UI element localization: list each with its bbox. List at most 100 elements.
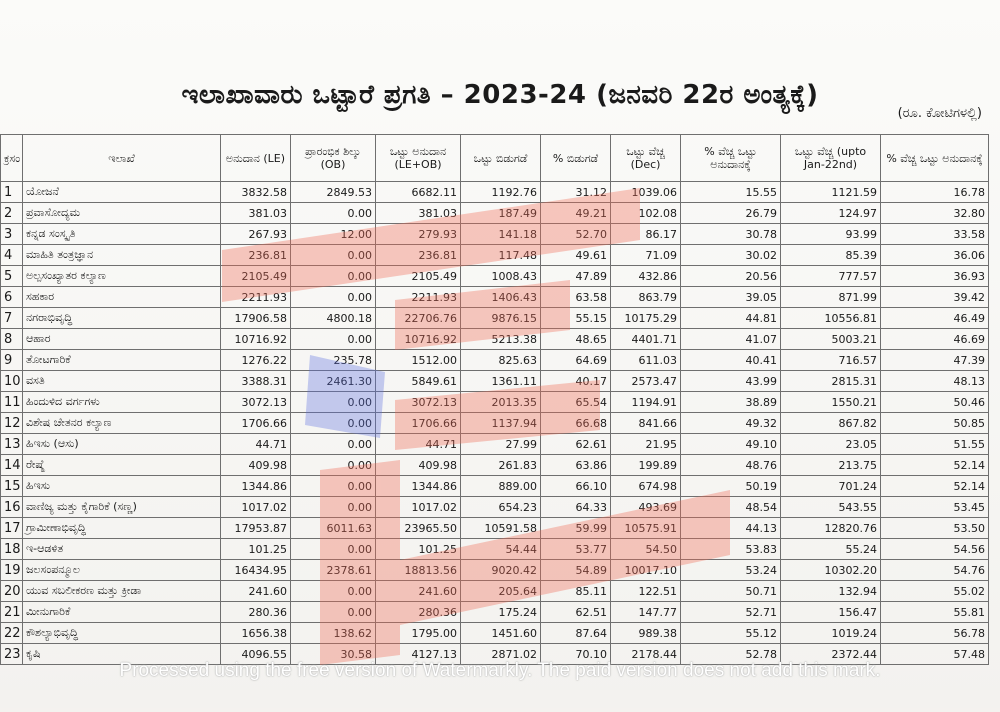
- value-cell: 44.13: [680, 517, 781, 539]
- value-cell: 21.95: [610, 433, 681, 455]
- value-cell: 2211.93: [375, 286, 461, 308]
- value-cell: 10556.81: [780, 307, 881, 329]
- header-cell: ಒಟ್ಟು ಅನುದಾನ (LE+OB): [375, 134, 461, 182]
- value-cell: 235.78: [290, 349, 376, 371]
- header-cell: % ಬಿಡುಗಡೆ: [540, 134, 611, 182]
- value-cell: 64.69: [540, 349, 611, 371]
- value-cell: 5213.38: [460, 328, 541, 350]
- value-cell: 63.58: [540, 286, 611, 308]
- value-cell: 48.76: [680, 454, 781, 476]
- value-cell: 63.86: [540, 454, 611, 476]
- serial-cell: 14: [0, 454, 23, 476]
- value-cell: 31.12: [540, 181, 611, 203]
- value-cell: 71.09: [610, 244, 681, 266]
- serial-cell: 12: [0, 412, 23, 434]
- serial-cell: 7: [0, 307, 23, 329]
- value-cell: 49.21: [540, 202, 611, 224]
- value-cell: 62.61: [540, 433, 611, 455]
- value-cell: 0.00: [290, 496, 376, 518]
- value-cell: 48.54: [680, 496, 781, 518]
- value-cell: 1137.94: [460, 412, 541, 434]
- header-cell: % ವೆಚ್ಚ ಒಟ್ಟು ಅನುದಾನಕ್ಕೆ: [880, 134, 989, 182]
- value-cell: 236.81: [220, 244, 291, 266]
- value-cell: 46.69: [880, 328, 989, 350]
- value-cell: 47.89: [540, 265, 611, 287]
- table-row: 1 ಯೋಜನೆ 3832.58 2849.53 6682.11 1192.76 31.12 1…: [0, 181, 989, 203]
- value-cell: 38.89: [680, 391, 781, 413]
- table-row: 16 ವಾಣಿಜ್ಯ ಮತ್ತು ಕೈಗಾರಿಕೆ (ಸಣ್ಣ) 1017.02 0.…: [0, 496, 989, 518]
- value-cell: 1451.60: [460, 622, 541, 644]
- value-cell: 52.70: [540, 223, 611, 245]
- value-cell: 381.03: [375, 202, 461, 224]
- value-cell: 674.98: [610, 475, 681, 497]
- value-cell: 0.00: [290, 244, 376, 266]
- serial-cell: 10: [0, 370, 23, 392]
- serial-cell: 23: [0, 643, 23, 665]
- table-row: 9 ತೋಟಗಾರಿಕೆ 1276.22 235.78 1512.00 825.63 64.6…: [0, 349, 989, 371]
- serial-cell: 6: [0, 286, 23, 308]
- header-cell: ಒಟ್ಟು ಬಿಡುಗಡೆ: [460, 134, 541, 182]
- value-cell: 1344.86: [220, 475, 291, 497]
- value-cell: 261.83: [460, 454, 541, 476]
- table-row: 8 ಆಹಾರ 10716.92 0.00 10716.92 5213.38 48.65 440…: [0, 328, 989, 350]
- value-cell: 9020.42: [460, 559, 541, 581]
- value-cell: 279.93: [375, 223, 461, 245]
- value-cell: 147.77: [610, 601, 681, 623]
- value-cell: 213.75: [780, 454, 881, 476]
- department-cell: ವಿಶೇಷ ಚೇತನರ ಕಲ್ಯಾಣ: [22, 412, 221, 434]
- value-cell: 0.00: [290, 538, 376, 560]
- value-cell: 236.81: [375, 244, 461, 266]
- table-row: 12 ವಿಶೇಷ ಚೇತನರ ಕಲ್ಯಾಣ 1706.66 0.00 1706.66 11…: [0, 412, 989, 434]
- serial-cell: 22: [0, 622, 23, 644]
- value-cell: 117.48: [460, 244, 541, 266]
- value-cell: 54.56: [880, 538, 989, 560]
- value-cell: 2105.49: [375, 265, 461, 287]
- value-cell: 2105.49: [220, 265, 291, 287]
- value-cell: 0.00: [290, 328, 376, 350]
- value-cell: 1192.76: [460, 181, 541, 203]
- value-cell: 52.14: [880, 454, 989, 476]
- value-cell: 30.02: [680, 244, 781, 266]
- value-cell: 3832.58: [220, 181, 291, 203]
- value-cell: 59.99: [540, 517, 611, 539]
- value-cell: 36.06: [880, 244, 989, 266]
- serial-cell: 18: [0, 538, 23, 560]
- department-cell: ಹಿಂದುಳಿದ ವರ್ಗಗಳು: [22, 391, 221, 413]
- value-cell: 4401.71: [610, 328, 681, 350]
- department-cell: ತೋಟಗಾರಿಕೆ: [22, 349, 221, 371]
- serial-cell: 1: [0, 181, 23, 203]
- value-cell: 3072.13: [220, 391, 291, 413]
- value-cell: 10716.92: [220, 328, 291, 350]
- table-row: 19 ಜಲಸಂಪನ್ಮೂಲ 16434.95 2378.61 18813.56 9020.…: [0, 559, 989, 581]
- value-cell: 66.68: [540, 412, 611, 434]
- value-cell: 17906.58: [220, 307, 291, 329]
- value-cell: 40.41: [680, 349, 781, 371]
- value-cell: 50.71: [680, 580, 781, 602]
- value-cell: 654.23: [460, 496, 541, 518]
- serial-cell: 3: [0, 223, 23, 245]
- value-cell: 611.03: [610, 349, 681, 371]
- value-cell: 23.05: [780, 433, 881, 455]
- value-cell: 2372.44: [780, 643, 881, 665]
- value-cell: 1706.66: [220, 412, 291, 434]
- value-cell: 493.69: [610, 496, 681, 518]
- value-cell: 825.63: [460, 349, 541, 371]
- table-row: 18 ಇ-ಆಡಳಿತ 101.25 0.00 101.25 54.44 53.77 54.50…: [0, 538, 989, 560]
- table-row: 17 ಗ್ರಾಮೀಣಾಭಿವೃದ್ಧಿ 17953.87 6011.63 23965.5…: [0, 517, 989, 539]
- header-cell: % ವೆಚ್ಚ ಒಟ್ಟು ಅನುದಾನಕ್ಕೆ: [680, 134, 781, 182]
- serial-cell: 11: [0, 391, 23, 413]
- value-cell: 12820.76: [780, 517, 881, 539]
- value-cell: 3072.13: [375, 391, 461, 413]
- value-cell: 241.60: [220, 580, 291, 602]
- value-cell: 241.60: [375, 580, 461, 602]
- value-cell: 36.93: [880, 265, 989, 287]
- value-cell: 1276.22: [220, 349, 291, 371]
- header-cell: ಒಟ್ಟು ವೆಚ್ಚ (Dec): [610, 134, 681, 182]
- value-cell: 41.07: [680, 328, 781, 350]
- value-cell: 52.71: [680, 601, 781, 623]
- department-cell: ಹಿಇಸು: [22, 475, 221, 497]
- value-cell: 0.00: [290, 412, 376, 434]
- value-cell: 1017.02: [375, 496, 461, 518]
- value-cell: 280.36: [220, 601, 291, 623]
- value-cell: 863.79: [610, 286, 681, 308]
